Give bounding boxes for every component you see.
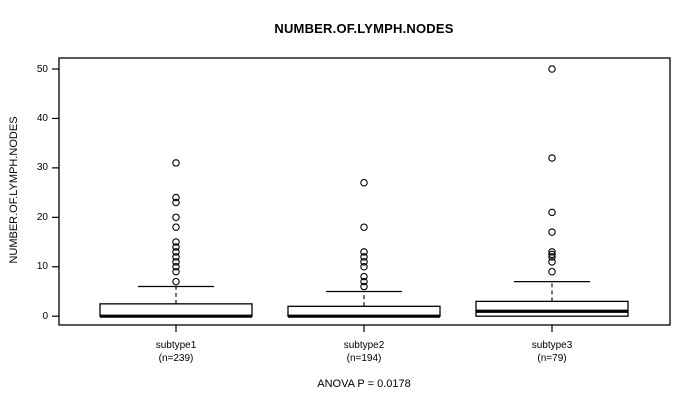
- chart-title: NUMBER.OF.LYMPH.NODES: [274, 21, 454, 36]
- outlier-point: [360, 223, 368, 231]
- x-group-label: subtype3 (n=79): [482, 339, 622, 365]
- group-name: subtype3: [531, 340, 573, 351]
- outlier-point: [548, 65, 556, 73]
- outlier-point: [360, 253, 368, 261]
- outlier-point: [172, 258, 180, 266]
- outlier-point: [360, 248, 368, 256]
- outlier-point: [548, 208, 556, 217]
- y-tick-label: 10: [36, 261, 48, 273]
- outlier-point: [172, 159, 180, 167]
- y-tick-label: 50: [36, 63, 48, 75]
- outlier-point: [172, 238, 180, 246]
- group-sample-size: (n=239): [158, 353, 194, 364]
- outlier-point: [172, 243, 180, 251]
- outlier-point: [172, 213, 180, 222]
- outlier-point: [172, 253, 180, 261]
- outlier-point: [360, 263, 368, 271]
- outlier-point: [360, 178, 368, 187]
- group-name: subtype2: [343, 340, 385, 351]
- outlier-point: [360, 258, 368, 266]
- outlier-point: [172, 193, 180, 202]
- outlier-point: [548, 248, 556, 256]
- group-sample-size: (n=194): [346, 353, 382, 364]
- y-tick-label: 30: [36, 162, 48, 174]
- outlier-point: [548, 267, 556, 276]
- anova-p-value-text: ANOVA P = 0.0178: [317, 378, 411, 390]
- outlier-point: [172, 263, 180, 271]
- x-group-label: subtype1 (n=239): [106, 339, 246, 365]
- outlier-point: [360, 282, 368, 291]
- outlier-point: [172, 223, 180, 231]
- y-tick-label: 0: [42, 310, 48, 322]
- group-name: subtype1: [155, 340, 197, 351]
- outlier-point: [548, 154, 556, 162]
- outlier-point: [548, 258, 556, 266]
- group-sample-size: (n=79): [537, 353, 567, 364]
- y-tick-label: 40: [36, 112, 48, 124]
- outlier-point: [548, 228, 556, 236]
- outlier-point: [360, 272, 368, 281]
- outlier-point: [360, 277, 368, 286]
- outlier-point: [548, 250, 556, 259]
- box: [99, 303, 253, 317]
- outlier-point: [172, 248, 180, 256]
- box: [475, 300, 629, 317]
- outlier-point: [172, 277, 180, 286]
- outlier-point: [548, 253, 556, 261]
- x-group-label: subtype2 (n=194): [294, 339, 434, 365]
- outlier-point: [172, 198, 180, 207]
- y-tick-label: 20: [36, 211, 48, 223]
- outlier-point: [172, 267, 180, 276]
